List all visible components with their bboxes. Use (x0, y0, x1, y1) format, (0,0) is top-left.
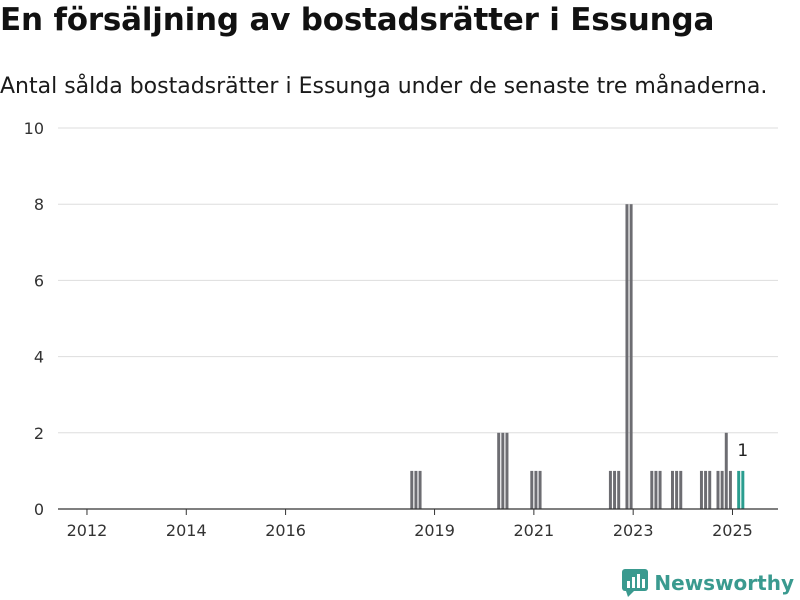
data-bar (716, 470, 720, 509)
y-tick-label: 8 (34, 195, 44, 214)
data-bar (658, 470, 662, 509)
data-bar (650, 470, 654, 509)
data-label-latest: 1 (737, 441, 748, 461)
data-bar (617, 470, 621, 509)
x-tick-label: 2016 (265, 521, 306, 540)
x-tick-label: 2019 (414, 521, 455, 540)
y-tick-label: 0 (34, 500, 44, 519)
data-bar (608, 470, 612, 509)
labels: 0 2 4 6 8 10 2012 2014 2016 2019 2021 2023 2025 1 (24, 119, 753, 540)
x-tick-label: 2014 (166, 521, 207, 540)
axes (58, 508, 778, 515)
highlight-bar (737, 470, 741, 509)
data-bar (670, 470, 674, 509)
y-tick-label: 4 (34, 348, 44, 367)
data-bar (530, 470, 534, 509)
chart-title: En försäljning av bostadsrätter i Essung… (0, 2, 715, 38)
data-bar (720, 470, 724, 509)
brand-name: Newsworthy (654, 571, 794, 595)
y-tick-label: 6 (34, 271, 44, 290)
data-bar (501, 432, 505, 509)
x-tick-label: 2021 (514, 521, 555, 540)
data-bar (414, 470, 418, 509)
grid-lines (58, 127, 778, 434)
y-tick-label: 2 (34, 424, 44, 443)
data-bar (505, 432, 509, 509)
x-tick-label: 2025 (712, 521, 753, 540)
newsworthy-logo-icon (622, 569, 649, 597)
y-tick-label: 10 (24, 119, 44, 138)
data-bar (654, 470, 658, 509)
data-bar (699, 470, 703, 509)
data-bar (704, 470, 708, 509)
brand-logo: Newsworthy (622, 569, 794, 597)
data-bar (625, 204, 629, 509)
data-bar (538, 470, 542, 509)
data-bar (497, 432, 501, 509)
data-bar (613, 470, 617, 509)
data-bar (629, 204, 633, 509)
bar-chart: 0 2 4 6 8 10 2012 2014 2016 2019 2021 2023 2025 1 (24, 119, 778, 540)
highlight-bar (741, 470, 745, 509)
x-tick-label: 2023 (613, 521, 654, 540)
x-tick-label: 2012 (67, 521, 108, 540)
data-bar (418, 470, 422, 509)
data-bar (410, 470, 414, 509)
chart-subtitle: Antal sålda bostadsrätter i Essunga unde… (0, 74, 768, 99)
data-bar (534, 470, 538, 509)
data-bar (679, 470, 683, 509)
data-bar (728, 470, 732, 509)
data-bar (708, 470, 712, 509)
bars (410, 204, 745, 509)
data-bar (724, 432, 728, 509)
data-bar (675, 470, 679, 509)
